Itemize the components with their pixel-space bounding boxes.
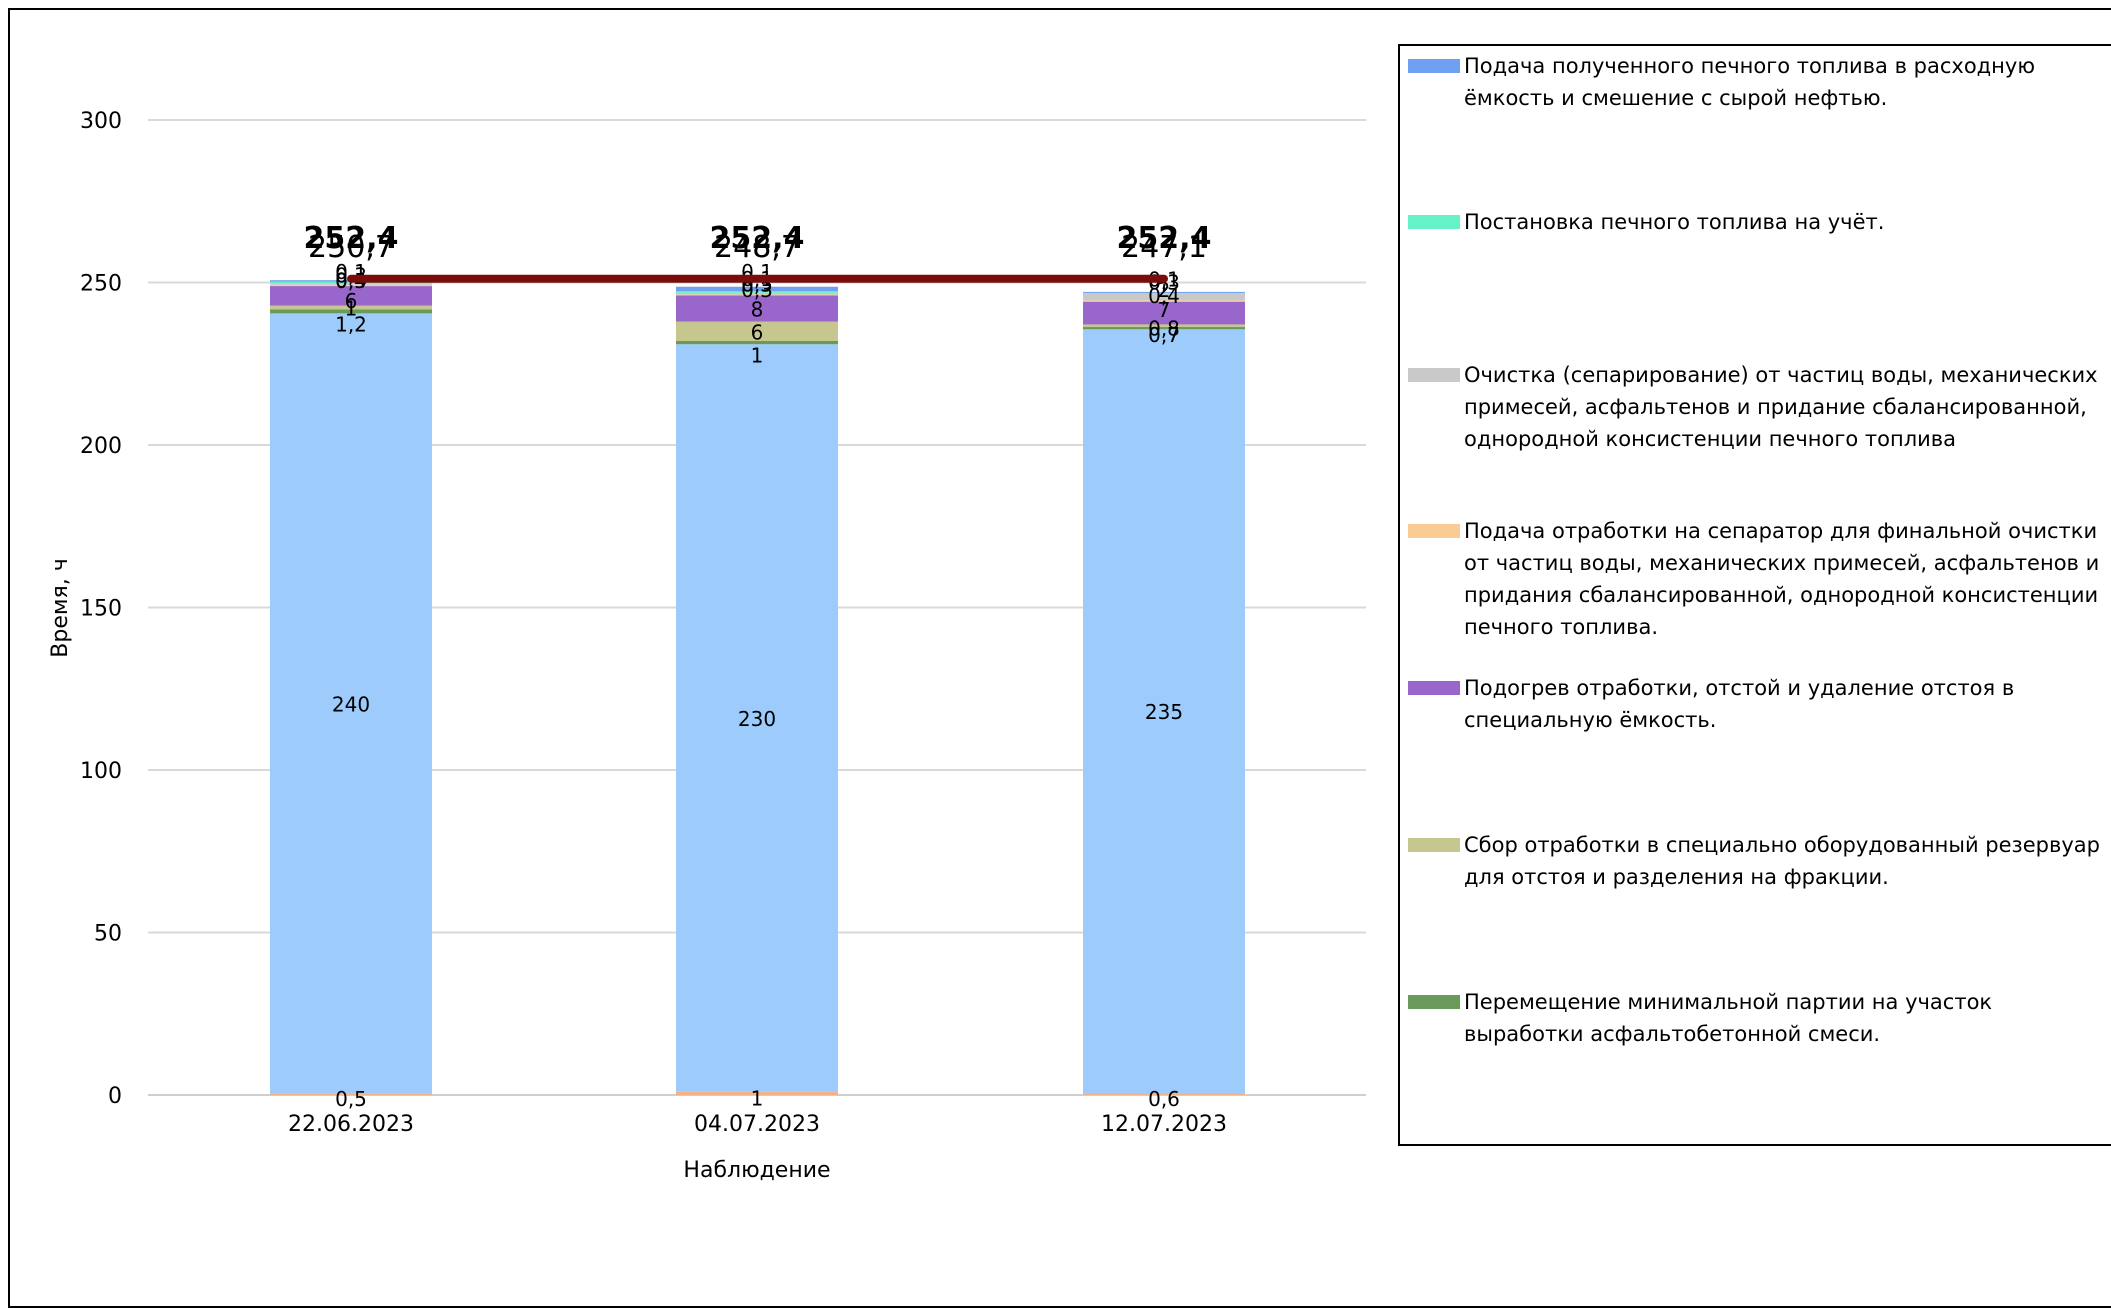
legend-label: Подача полученного печного топлива в рас… bbox=[1464, 54, 2036, 110]
legend-swatch bbox=[1408, 215, 1460, 229]
bar-segment bbox=[270, 313, 432, 1094]
data-label: 235 bbox=[1145, 700, 1183, 724]
bar-segment bbox=[1083, 301, 1245, 325]
total-label: 250,7 bbox=[308, 230, 394, 265]
bar-segment bbox=[270, 305, 432, 310]
data-label: 1,2 bbox=[335, 312, 367, 336]
data-label: 1 bbox=[345, 297, 358, 321]
legend: Подача полученного печного топлива в рас… bbox=[1398, 44, 2111, 1146]
legend-item: Подогрев отработки, отстой и удаление от… bbox=[1408, 672, 2108, 736]
bar-segment bbox=[676, 291, 838, 293]
total-label: 247,1 bbox=[1121, 230, 1207, 265]
bar-segment bbox=[1083, 324, 1245, 328]
bar-segment bbox=[1083, 291, 1245, 293]
x-tick-label: 22.06.2023 bbox=[288, 1112, 414, 1137]
bar-segment bbox=[1083, 327, 1245, 330]
y-tick-label: 250 bbox=[80, 272, 122, 297]
bar-segment bbox=[1083, 1093, 1245, 1095]
y-tick-label: 200 bbox=[80, 434, 122, 459]
data-label: 1 bbox=[751, 344, 764, 368]
annotations: 0,52401,2160,40,50,30,1250,7252,41230168… bbox=[304, 221, 1212, 1111]
bar-segment bbox=[676, 286, 838, 292]
x-tick-label: 12.07.2023 bbox=[1101, 1112, 1227, 1137]
legend-swatch bbox=[1408, 59, 1460, 73]
legend-item: Подача полученного печного топлива в рас… bbox=[1408, 50, 2108, 114]
y-tick-label: 100 bbox=[80, 759, 122, 784]
data-label: 0,7 bbox=[1148, 323, 1180, 347]
bar-segment bbox=[1083, 300, 1245, 302]
target-label: 252,4 bbox=[710, 221, 805, 256]
data-label: 0,6 bbox=[1148, 1087, 1180, 1111]
bar-segment bbox=[270, 286, 432, 306]
legend-label: Очистка (сепарирование) от частиц воды, … bbox=[1464, 363, 2098, 451]
bar-segment bbox=[270, 309, 432, 314]
data-label: 0,8 bbox=[1148, 317, 1180, 341]
bar-segment bbox=[676, 295, 838, 322]
bar-segment bbox=[270, 1093, 432, 1095]
legend-label: Перемещение минимальной партии на участо… bbox=[1464, 990, 1993, 1046]
bar-segment bbox=[1083, 293, 1245, 301]
legend-item: Сбор отработки в специально оборудованны… bbox=[1408, 829, 2108, 893]
bar-segment bbox=[676, 341, 838, 345]
legend-swatch bbox=[1408, 681, 1460, 695]
y-axis-label: Время, ч bbox=[48, 558, 73, 657]
data-label: 7 bbox=[1158, 298, 1171, 322]
bar-segment bbox=[676, 292, 838, 295]
bar-segment bbox=[676, 294, 838, 296]
legend-item: Очистка (сепарирование) от частиц воды, … bbox=[1408, 359, 2108, 455]
data-label: 0,5 bbox=[335, 1087, 367, 1111]
legend-swatch bbox=[1408, 524, 1460, 538]
data-label: 2 bbox=[1158, 278, 1171, 302]
legend-label: Подача отработки на сепаратор для финаль… bbox=[1464, 519, 2100, 639]
data-label: 240 bbox=[332, 692, 370, 716]
bar-segment bbox=[270, 284, 432, 287]
data-label: 0,4 bbox=[1148, 284, 1180, 308]
legend-item: Перемещение минимальной партии на участо… bbox=[1408, 986, 2108, 1050]
y-tick-label: 0 bbox=[108, 1084, 122, 1109]
y-tick-label: 50 bbox=[94, 922, 122, 947]
bar-segment bbox=[270, 283, 432, 285]
bars bbox=[270, 280, 1245, 1095]
target-label: 252,4 bbox=[304, 221, 399, 256]
y-tick-label: 150 bbox=[80, 597, 122, 622]
legend-label: Постановка печного топлива на учёт. bbox=[1464, 210, 1885, 234]
bar-segment bbox=[1083, 292, 1245, 294]
legend-item: Подача отработки на сепаратор для финаль… bbox=[1408, 515, 2108, 643]
legend-swatch bbox=[1408, 838, 1460, 852]
legend-label: Сбор отработки в специально оборудованны… bbox=[1464, 833, 2100, 889]
legend-item: Постановка печного топлива на учёт. bbox=[1408, 206, 2108, 238]
y-axis-ticks: 0 50 100 150 200 250 300 bbox=[80, 109, 122, 1109]
data-label: 1 bbox=[751, 1086, 764, 1110]
y-tick-label: 300 bbox=[80, 109, 122, 134]
data-label: 8 bbox=[751, 298, 764, 322]
legend-swatch bbox=[1408, 368, 1460, 382]
data-label: 230 bbox=[738, 707, 776, 731]
x-tick-label: 04.07.2023 bbox=[694, 1112, 820, 1137]
legend-label: Подогрев отработки, отстой и удаление от… bbox=[1464, 676, 2015, 732]
legend-swatch bbox=[1408, 995, 1460, 1009]
target-label: 252,4 bbox=[1117, 221, 1212, 256]
data-label: 6 bbox=[345, 289, 358, 313]
x-axis-label: Наблюдение bbox=[683, 1158, 830, 1183]
bar-segment bbox=[676, 321, 838, 341]
bar-segment bbox=[676, 1091, 838, 1095]
x-axis-ticks: 22.06.2023 04.07.2023 12.07.2023 bbox=[288, 1112, 1227, 1137]
data-label: 6 bbox=[751, 320, 764, 344]
bar-segment bbox=[676, 344, 838, 1092]
total-label: 248,7 bbox=[714, 230, 800, 265]
bar-segment bbox=[1083, 329, 1245, 1094]
